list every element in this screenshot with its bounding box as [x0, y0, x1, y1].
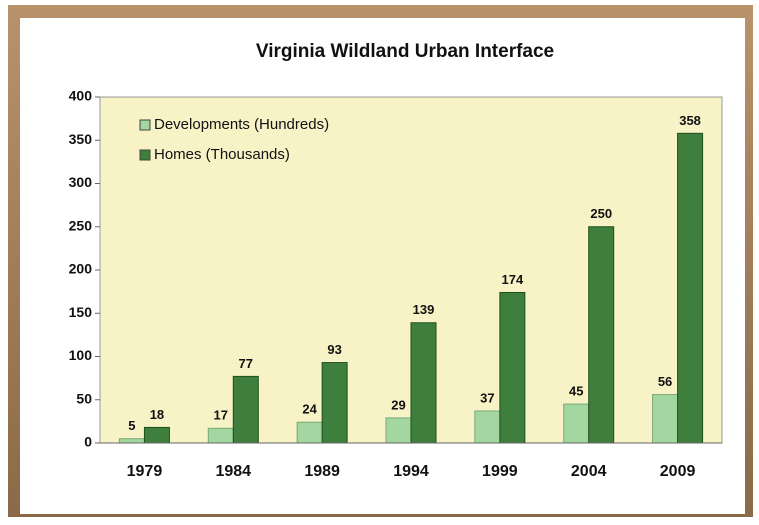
y-tick-label: 150: [69, 304, 93, 320]
y-tick-label: 250: [69, 217, 93, 233]
bar: [652, 394, 679, 444]
data-label: 56: [658, 374, 672, 389]
data-label: 174: [502, 272, 524, 287]
x-tick-label: 1979: [127, 463, 163, 480]
bar: [588, 226, 615, 444]
x-tick-label: 1984: [215, 463, 251, 480]
bar: [118, 438, 145, 444]
bar: [474, 410, 501, 444]
bar: [321, 362, 348, 444]
chart-title: Virginia Wildland Urban Interface: [256, 41, 554, 62]
legend-label: Developments (Hundreds): [154, 116, 329, 133]
bar: [385, 417, 412, 444]
x-tick-label: 2009: [660, 463, 696, 480]
data-label: 29: [391, 397, 405, 412]
data-label: 5: [128, 418, 135, 433]
bar: [563, 403, 590, 444]
y-tick-label: 200: [69, 261, 93, 277]
bar: [499, 291, 526, 444]
bar: [410, 322, 437, 444]
bar: [232, 375, 259, 444]
data-label: 250: [590, 206, 612, 221]
legend-swatch: [139, 149, 151, 161]
x-tick-label: 1999: [482, 463, 518, 480]
y-tick-label: 100: [69, 347, 93, 363]
data-label: 17: [214, 408, 228, 423]
data-label: 18: [150, 407, 164, 422]
bar: [296, 421, 323, 444]
legend-label: Homes (Thousands): [154, 146, 290, 163]
x-tick-label: 1989: [304, 463, 340, 480]
data-label: 139: [413, 302, 435, 317]
data-label: 24: [302, 402, 317, 417]
legend-swatch: [139, 119, 151, 131]
data-label: 93: [327, 342, 341, 357]
data-label: 77: [239, 356, 253, 371]
bar: [143, 426, 170, 444]
data-label: 358: [679, 113, 701, 128]
y-tick-label: 300: [69, 174, 93, 190]
y-tick-label: 0: [84, 434, 92, 450]
data-label: 45: [569, 384, 583, 399]
x-tick-label: 2004: [571, 463, 607, 480]
x-tick-label: 1994: [393, 463, 429, 480]
y-tick-label: 50: [76, 390, 92, 406]
data-label: 37: [480, 390, 494, 405]
bar: [677, 132, 704, 444]
bar: [207, 427, 234, 444]
y-tick-label: 400: [69, 88, 93, 104]
y-tick-label: 350: [69, 131, 93, 147]
